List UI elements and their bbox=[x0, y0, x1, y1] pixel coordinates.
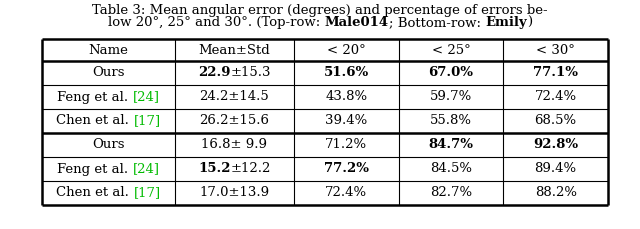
Text: < 20°: < 20° bbox=[327, 44, 365, 57]
Text: Chen et al.: Chen et al. bbox=[56, 186, 134, 199]
Text: 22.9: 22.9 bbox=[198, 66, 230, 79]
Text: 24.2±14.5: 24.2±14.5 bbox=[200, 90, 269, 104]
Text: ; Bottom-row:: ; Bottom-row: bbox=[388, 16, 485, 29]
Text: 39.4%: 39.4% bbox=[325, 114, 367, 128]
Text: 26.2±15.6: 26.2±15.6 bbox=[200, 114, 269, 128]
Text: 59.7%: 59.7% bbox=[430, 90, 472, 104]
Text: Chen et al.: Chen et al. bbox=[56, 114, 134, 128]
Text: ): ) bbox=[527, 16, 532, 29]
Text: 68.5%: 68.5% bbox=[534, 114, 577, 128]
Text: Feng et al.: Feng et al. bbox=[58, 163, 132, 175]
Text: 15.2: 15.2 bbox=[198, 163, 230, 175]
Text: Feng et al.: Feng et al. bbox=[58, 90, 132, 104]
Text: 67.0%: 67.0% bbox=[428, 66, 474, 79]
Text: [24]: [24] bbox=[132, 163, 160, 175]
Text: < 30°: < 30° bbox=[536, 44, 575, 57]
Text: [24]: [24] bbox=[132, 90, 160, 104]
Text: ±12.2: ±12.2 bbox=[230, 163, 271, 175]
Text: Name: Name bbox=[88, 44, 129, 57]
Text: 92.8%: 92.8% bbox=[533, 139, 578, 152]
Text: [17]: [17] bbox=[134, 114, 161, 128]
Text: 51.6%: 51.6% bbox=[324, 66, 369, 79]
Text: 84.7%: 84.7% bbox=[428, 139, 474, 152]
Text: Male014: Male014 bbox=[324, 16, 388, 29]
Text: 43.8%: 43.8% bbox=[325, 90, 367, 104]
Text: Ours: Ours bbox=[92, 66, 125, 79]
Text: low 20°, 25° and 30°. (Top-row:: low 20°, 25° and 30°. (Top-row: bbox=[108, 16, 324, 29]
Text: ±15.3: ±15.3 bbox=[230, 66, 271, 79]
Text: Mean±Std: Mean±Std bbox=[198, 44, 270, 57]
Text: 82.7%: 82.7% bbox=[430, 186, 472, 199]
Text: 55.8%: 55.8% bbox=[430, 114, 472, 128]
Text: 88.2%: 88.2% bbox=[534, 186, 577, 199]
Text: 72.4%: 72.4% bbox=[534, 90, 577, 104]
Text: 72.4%: 72.4% bbox=[325, 186, 367, 199]
Text: 89.4%: 89.4% bbox=[534, 163, 577, 175]
Text: Table 3: Mean angular error (degrees) and percentage of errors be-: Table 3: Mean angular error (degrees) an… bbox=[92, 4, 548, 17]
Text: 84.5%: 84.5% bbox=[430, 163, 472, 175]
Text: 17.0±13.9: 17.0±13.9 bbox=[200, 186, 269, 199]
Text: 71.2%: 71.2% bbox=[325, 139, 367, 152]
Text: Emily: Emily bbox=[485, 16, 527, 29]
Text: [17]: [17] bbox=[134, 186, 161, 199]
Text: 77.1%: 77.1% bbox=[533, 66, 578, 79]
Text: 16.8± 9.9: 16.8± 9.9 bbox=[202, 139, 268, 152]
Text: Ours: Ours bbox=[92, 139, 125, 152]
Text: < 25°: < 25° bbox=[431, 44, 470, 57]
Text: 77.2%: 77.2% bbox=[324, 163, 369, 175]
